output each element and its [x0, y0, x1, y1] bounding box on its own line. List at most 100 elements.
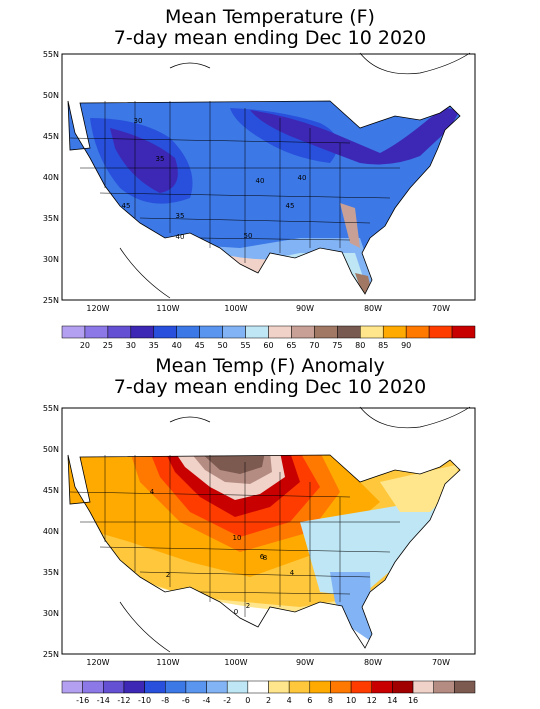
- legend-swatch: [61, 680, 83, 694]
- legend-label: 90: [401, 341, 411, 350]
- legend-label: 14: [387, 696, 397, 705]
- legend-label: 70: [309, 341, 319, 350]
- map2-lon-labels: 120W 110W 100W 90W 80W 70W: [86, 658, 450, 667]
- map2-contour-label: 8: [263, 554, 267, 562]
- legend-label: 35: [149, 341, 159, 350]
- legend-label: 65: [286, 341, 296, 350]
- map2-lon-70w: 70W: [432, 658, 450, 667]
- map2-lon-100w: 100W: [224, 658, 247, 667]
- legend-swatch: [288, 680, 311, 694]
- map2-contour-label: 4: [150, 488, 155, 496]
- legend-label: 60: [263, 341, 273, 350]
- map2-title: Mean Temp (F) Anomaly: [155, 355, 385, 377]
- legend-label: -2: [223, 696, 231, 705]
- map2-legend-swatches: [61, 680, 476, 694]
- map1-contour-label: 35: [156, 155, 165, 163]
- map2-lon-80w: 80W: [364, 658, 382, 667]
- legend-label: 25: [103, 341, 113, 350]
- map1-contour-label: 40: [176, 233, 185, 241]
- map1-lon-80w: 80W: [364, 304, 382, 313]
- map2-lat-25n: 25N: [43, 650, 59, 659]
- legend-swatch: [309, 680, 331, 694]
- map1-legend-labels: 20 25 30 35 40 45 50 55 60 65 70 75 80 85 90: [80, 341, 411, 350]
- legend-label: -4: [203, 696, 211, 705]
- map2-state-borders: [69, 455, 400, 617]
- legend-swatch: [82, 680, 104, 694]
- map1-legend-swatches: [61, 325, 476, 339]
- map2-coastlines: [119, 406, 471, 653]
- legend-label: -12: [117, 696, 130, 705]
- legend-swatch: [268, 680, 290, 694]
- legend-swatch: [185, 680, 207, 694]
- map2-legend: -16 -14 -12 -10 -8 -6 -4 -2 0 2 4 6 8 10 12 14 16: [61, 680, 476, 705]
- legend-swatch: [360, 325, 384, 339]
- map1-us-outline: [67, 100, 461, 295]
- legend-swatch: [153, 325, 177, 339]
- legend-swatch: [130, 325, 155, 339]
- legend-label: 50: [218, 341, 228, 350]
- map1-contour-label: 35: [176, 212, 185, 220]
- legend-swatch: [245, 325, 269, 339]
- map1-legend: 20 25 30 35 40 45 50 55 60 65 70 75 80 85 90: [61, 325, 476, 350]
- map1-lat-labels: 55N 50N 45N 40N 35N 30N 25N: [43, 50, 59, 305]
- legend-swatch: [176, 325, 200, 339]
- map1-contour-label: 40: [298, 174, 307, 182]
- map2-us-outline: [67, 454, 461, 649]
- legend-swatch: [107, 325, 132, 339]
- legend-label: 45: [195, 341, 205, 350]
- map1-contour-label: 50: [244, 232, 253, 240]
- legend-swatch: [144, 680, 166, 694]
- legend-swatch: [222, 325, 246, 339]
- map2-lat-35n: 35N: [43, 568, 59, 577]
- legend-label: -16: [76, 696, 89, 705]
- legend-swatch: [291, 325, 315, 339]
- map2-contour-label: 2: [166, 571, 170, 579]
- map1-panel: 55N 50N 45N 40N 35N 30N 25N 120W 110W 10…: [43, 50, 476, 313]
- legend-swatch: [428, 325, 453, 339]
- map1-state-borders: [69, 101, 400, 263]
- legend-swatch: [247, 680, 269, 694]
- legend-label: 55: [240, 341, 250, 350]
- legend-swatch: [371, 680, 393, 694]
- map1-contour-label: 45: [286, 202, 295, 210]
- legend-label: 4: [287, 696, 292, 705]
- map1-lat-35n: 35N: [43, 214, 59, 223]
- legend-swatch: [165, 680, 187, 694]
- legend-label: 80: [355, 341, 365, 350]
- map2-lat-labels: 55N 50N 45N 40N 35N 30N 25N: [43, 404, 59, 659]
- legend-swatch: [103, 680, 125, 694]
- legend-swatch: [268, 325, 292, 339]
- legend-swatch: [405, 325, 430, 339]
- legend-swatch: [199, 325, 223, 339]
- legend-label: 8: [328, 696, 333, 705]
- map1-lat-50n: 50N: [43, 91, 59, 100]
- map2-lat-30n: 30N: [43, 609, 59, 618]
- map1-coastlines: [119, 52, 471, 299]
- legend-label: 6: [307, 696, 312, 705]
- legend-label: 30: [126, 341, 136, 350]
- map1-lat-45n: 45N: [43, 132, 59, 141]
- map2-lat-45n: 45N: [43, 486, 59, 495]
- legend-label: 85: [378, 341, 388, 350]
- map2-lon-90w: 90W: [296, 658, 314, 667]
- map1-lat-25n: 25N: [43, 296, 59, 305]
- map2-contour-labels: 4 10 8 6 4 2 2 0: [150, 488, 295, 616]
- map1-lon-labels: 120W 110W 100W 90W 80W 70W: [86, 304, 450, 313]
- map1-lon-120w: 120W: [86, 304, 109, 313]
- legend-swatch: [206, 680, 228, 694]
- legend-label: -14: [97, 696, 110, 705]
- legend-swatch: [451, 325, 476, 339]
- map2-lon-110w: 110W: [156, 658, 179, 667]
- legend-swatch: [350, 680, 373, 694]
- map1-lat-40n: 40N: [43, 173, 59, 182]
- legend-label: 12: [367, 696, 377, 705]
- legend-label: -8: [161, 696, 169, 705]
- map1-lon-110w: 110W: [156, 304, 179, 313]
- map1-contour-label: 40: [256, 177, 265, 185]
- map2-contour-label: 2: [246, 602, 250, 610]
- legend-swatch: [61, 325, 86, 339]
- map2-lat-40n: 40N: [43, 527, 59, 536]
- map2-contour-label: 10: [233, 534, 242, 542]
- map1-title: Mean Temperature (F): [165, 6, 375, 28]
- legend-label: 2: [266, 696, 271, 705]
